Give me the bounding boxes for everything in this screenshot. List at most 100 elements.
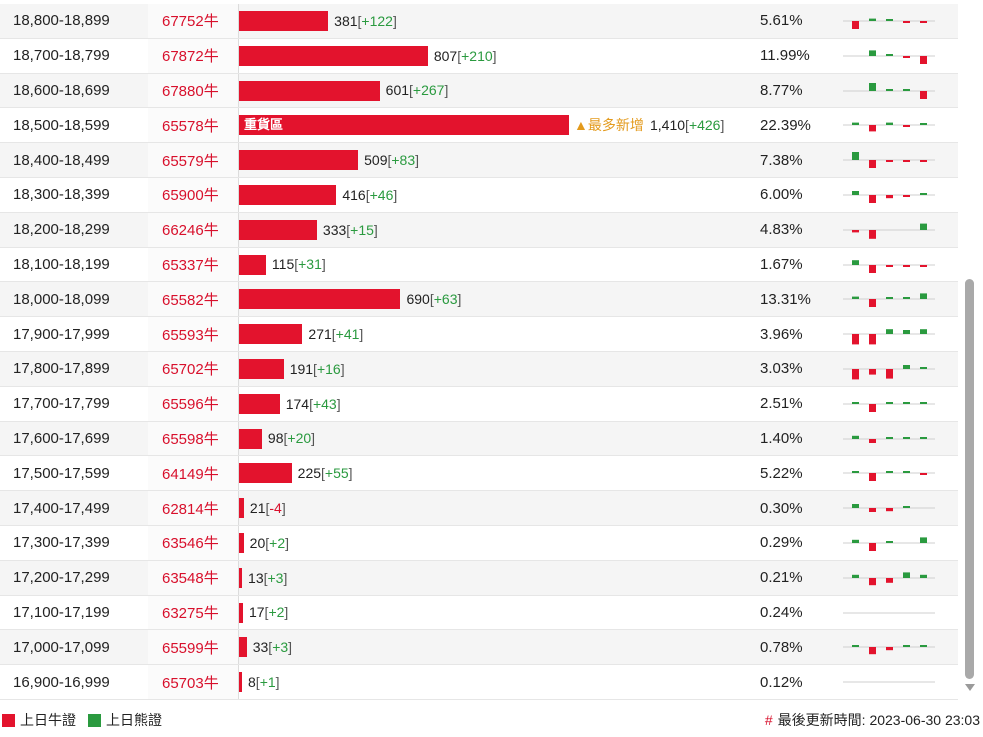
cbbc-code-link[interactable]: 67880牛 <box>162 82 219 100</box>
sparkline-bear-bar <box>903 436 910 439</box>
table-row[interactable]: 17,600-17,699 65598牛 98 [+20] 1.40% <box>0 421 958 457</box>
cbbc-code-link[interactable]: 65900牛 <box>162 187 219 205</box>
scrollbar-thumb[interactable] <box>965 279 974 679</box>
table-row[interactable]: 17,800-17,899 65702牛 191 [+16] 3.03% <box>0 351 958 387</box>
sparkline-bear-bar <box>886 540 893 543</box>
code-cell-bg <box>148 525 238 560</box>
amount-value: 1,410 <box>650 117 686 134</box>
bracket: [ <box>294 256 299 273</box>
cbbc-code-link[interactable]: 67872牛 <box>162 48 219 66</box>
table-row[interactable]: 18,800-18,899 67752牛 381 [+122] 5.61% <box>0 4 958 39</box>
table-row[interactable]: 18,100-18,199 65337牛 115 [+31] 1.67% <box>0 247 958 283</box>
sparkline-bull-bar <box>852 334 859 345</box>
cbbc-code-link[interactable]: 65578牛 <box>162 117 219 135</box>
bracket: ] <box>283 569 288 586</box>
table-row[interactable]: 18,600-18,699 67880牛 601 [+267] 8.77% <box>0 73 958 109</box>
sparkline-bear-bar <box>886 88 893 91</box>
divider <box>238 247 239 282</box>
code-cell-bg <box>148 386 238 421</box>
scrollbar[interactable] <box>963 0 977 700</box>
sparkline-bear-bar <box>903 297 910 300</box>
outstanding-amount: 807 [+210] <box>434 39 497 73</box>
sparkline-bear-bar <box>852 190 859 195</box>
cbbc-code-link[interactable]: 62814牛 <box>162 500 219 518</box>
outstanding-bar <box>239 184 337 205</box>
outstanding-amount: 191 [+16] <box>290 352 345 386</box>
table-row[interactable]: 18,700-18,799 67872牛 807 [+210] 11.99% <box>0 38 958 74</box>
outstanding-bar <box>239 428 262 449</box>
cbbc-code-link[interactable]: 66246牛 <box>162 222 219 240</box>
table-row[interactable]: 18,500-18,599 65578牛 重貨區 ▲最多新增 1,410 [+426] 2… <box>0 108 958 144</box>
percentage: 13.31% <box>760 290 811 308</box>
table-row[interactable]: 17,400-17,499 62814牛 21 [-4] 0.30% <box>0 491 958 526</box>
cbbc-code-link[interactable]: 64149牛 <box>162 465 219 483</box>
outstanding-bar <box>239 637 247 658</box>
legend-bull: 上日牛證 <box>2 710 76 730</box>
cbbc-code-link[interactable]: 65703牛 <box>162 674 219 692</box>
sparkline-bull-bar <box>852 21 859 29</box>
sparkline-bull-bar <box>920 264 927 267</box>
amount-value: 381 <box>334 12 358 29</box>
table-row[interactable]: 18,300-18,399 65900牛 416 [+46] 6.00% <box>0 177 958 213</box>
cbbc-code-link[interactable]: 65579牛 <box>162 152 219 170</box>
sparkline-bear-bar <box>920 537 927 543</box>
table-row[interactable]: 18,400-18,499 65579牛 509 [+83] 7.38% <box>0 143 958 178</box>
change-value: +63 <box>433 291 458 308</box>
cbbc-code-link[interactable]: 65596牛 <box>162 396 219 414</box>
scroll-down-arrow-icon[interactable] <box>965 684 975 691</box>
sparkline-bear-bar <box>886 297 893 300</box>
table-row[interactable]: 16,900-16,999 65703牛 8 [+1] 0.12% <box>0 665 958 700</box>
sparkline-bear-bar <box>903 401 910 404</box>
code-cell-bg <box>148 421 238 456</box>
sparkline-bull-bar <box>869 160 876 169</box>
outstanding-bar <box>239 672 242 693</box>
table-row[interactable]: 17,700-17,799 65596牛 174 [+43] 2.51% <box>0 386 958 422</box>
sparkline-bear-bar <box>852 539 859 543</box>
amount-value: 17 <box>248 604 265 621</box>
cbbc-code-link[interactable]: 65599牛 <box>162 639 219 657</box>
cbbc-code-link[interactable]: 63546牛 <box>162 535 219 553</box>
trend-sparkline <box>843 178 935 212</box>
sparkline-bear-bar <box>852 259 859 265</box>
table-row[interactable]: 18,000-18,099 65582牛 690 [+63] 13.31% <box>0 282 958 318</box>
price-range: 17,900-17,999 <box>13 325 110 343</box>
bracket: ] <box>285 534 289 551</box>
table-row[interactable]: 17,000-17,099 65599牛 33 [+3] 0.78% <box>0 630 958 666</box>
outstanding-bar <box>239 602 243 623</box>
code-cell-bg <box>148 38 238 73</box>
percentage: 5.22% <box>760 464 803 482</box>
cbbc-code-link[interactable]: 65582牛 <box>162 291 219 309</box>
sparkline-bull-bar <box>903 264 910 267</box>
outstanding-amount: 8 [+1] <box>248 665 280 699</box>
bracket: [ <box>264 604 269 621</box>
sparkline-bull-bar <box>903 21 910 23</box>
table-row[interactable]: 17,300-17,399 63546牛 20 [+2] 0.29% <box>0 525 958 561</box>
trend-sparkline <box>843 456 935 490</box>
cbbc-code-link[interactable]: 65702牛 <box>162 361 219 379</box>
outstanding-bar <box>239 11 329 31</box>
trend-sparkline <box>843 248 935 282</box>
sparkline-bear-bar <box>886 53 893 56</box>
table-row[interactable]: 17,200-17,299 63548牛 13 [+3] 0.21% <box>0 560 958 596</box>
table-row[interactable]: 18,200-18,299 66246牛 333 [+15] 4.83% <box>0 212 958 248</box>
table-row[interactable]: 17,900-17,999 65593牛 271 [+41] 3.96% <box>0 317 958 352</box>
percentage: 3.96% <box>760 325 803 343</box>
table-row[interactable]: 17,100-17,199 63275牛 17 [+2] 0.24% <box>0 595 958 631</box>
cbbc-code-link[interactable]: 63275牛 <box>162 604 219 622</box>
sparkline-bear-bar <box>886 19 893 21</box>
table-row[interactable]: 17,500-17,599 64149牛 225 [+55] 5.22% <box>0 456 958 492</box>
cbbc-code-link[interactable]: 65598牛 <box>162 430 219 448</box>
sparkline-bull-bar <box>886 160 893 163</box>
change-value: +1 <box>259 674 276 691</box>
cbbc-code-link[interactable]: 65337牛 <box>162 256 219 274</box>
percentage: 1.40% <box>760 429 803 447</box>
divider <box>238 177 239 212</box>
amount-value: 225 <box>297 465 322 482</box>
legend-bear-label: 上日熊證 <box>106 712 162 728</box>
cbbc-code-link[interactable]: 63548牛 <box>162 570 219 588</box>
sparkline-bull-bar <box>869 438 876 443</box>
code-cell-bg <box>148 456 238 491</box>
cbbc-code-link[interactable]: 67752牛 <box>162 13 219 31</box>
divider <box>238 421 239 456</box>
cbbc-code-link[interactable]: 65593牛 <box>162 326 219 344</box>
